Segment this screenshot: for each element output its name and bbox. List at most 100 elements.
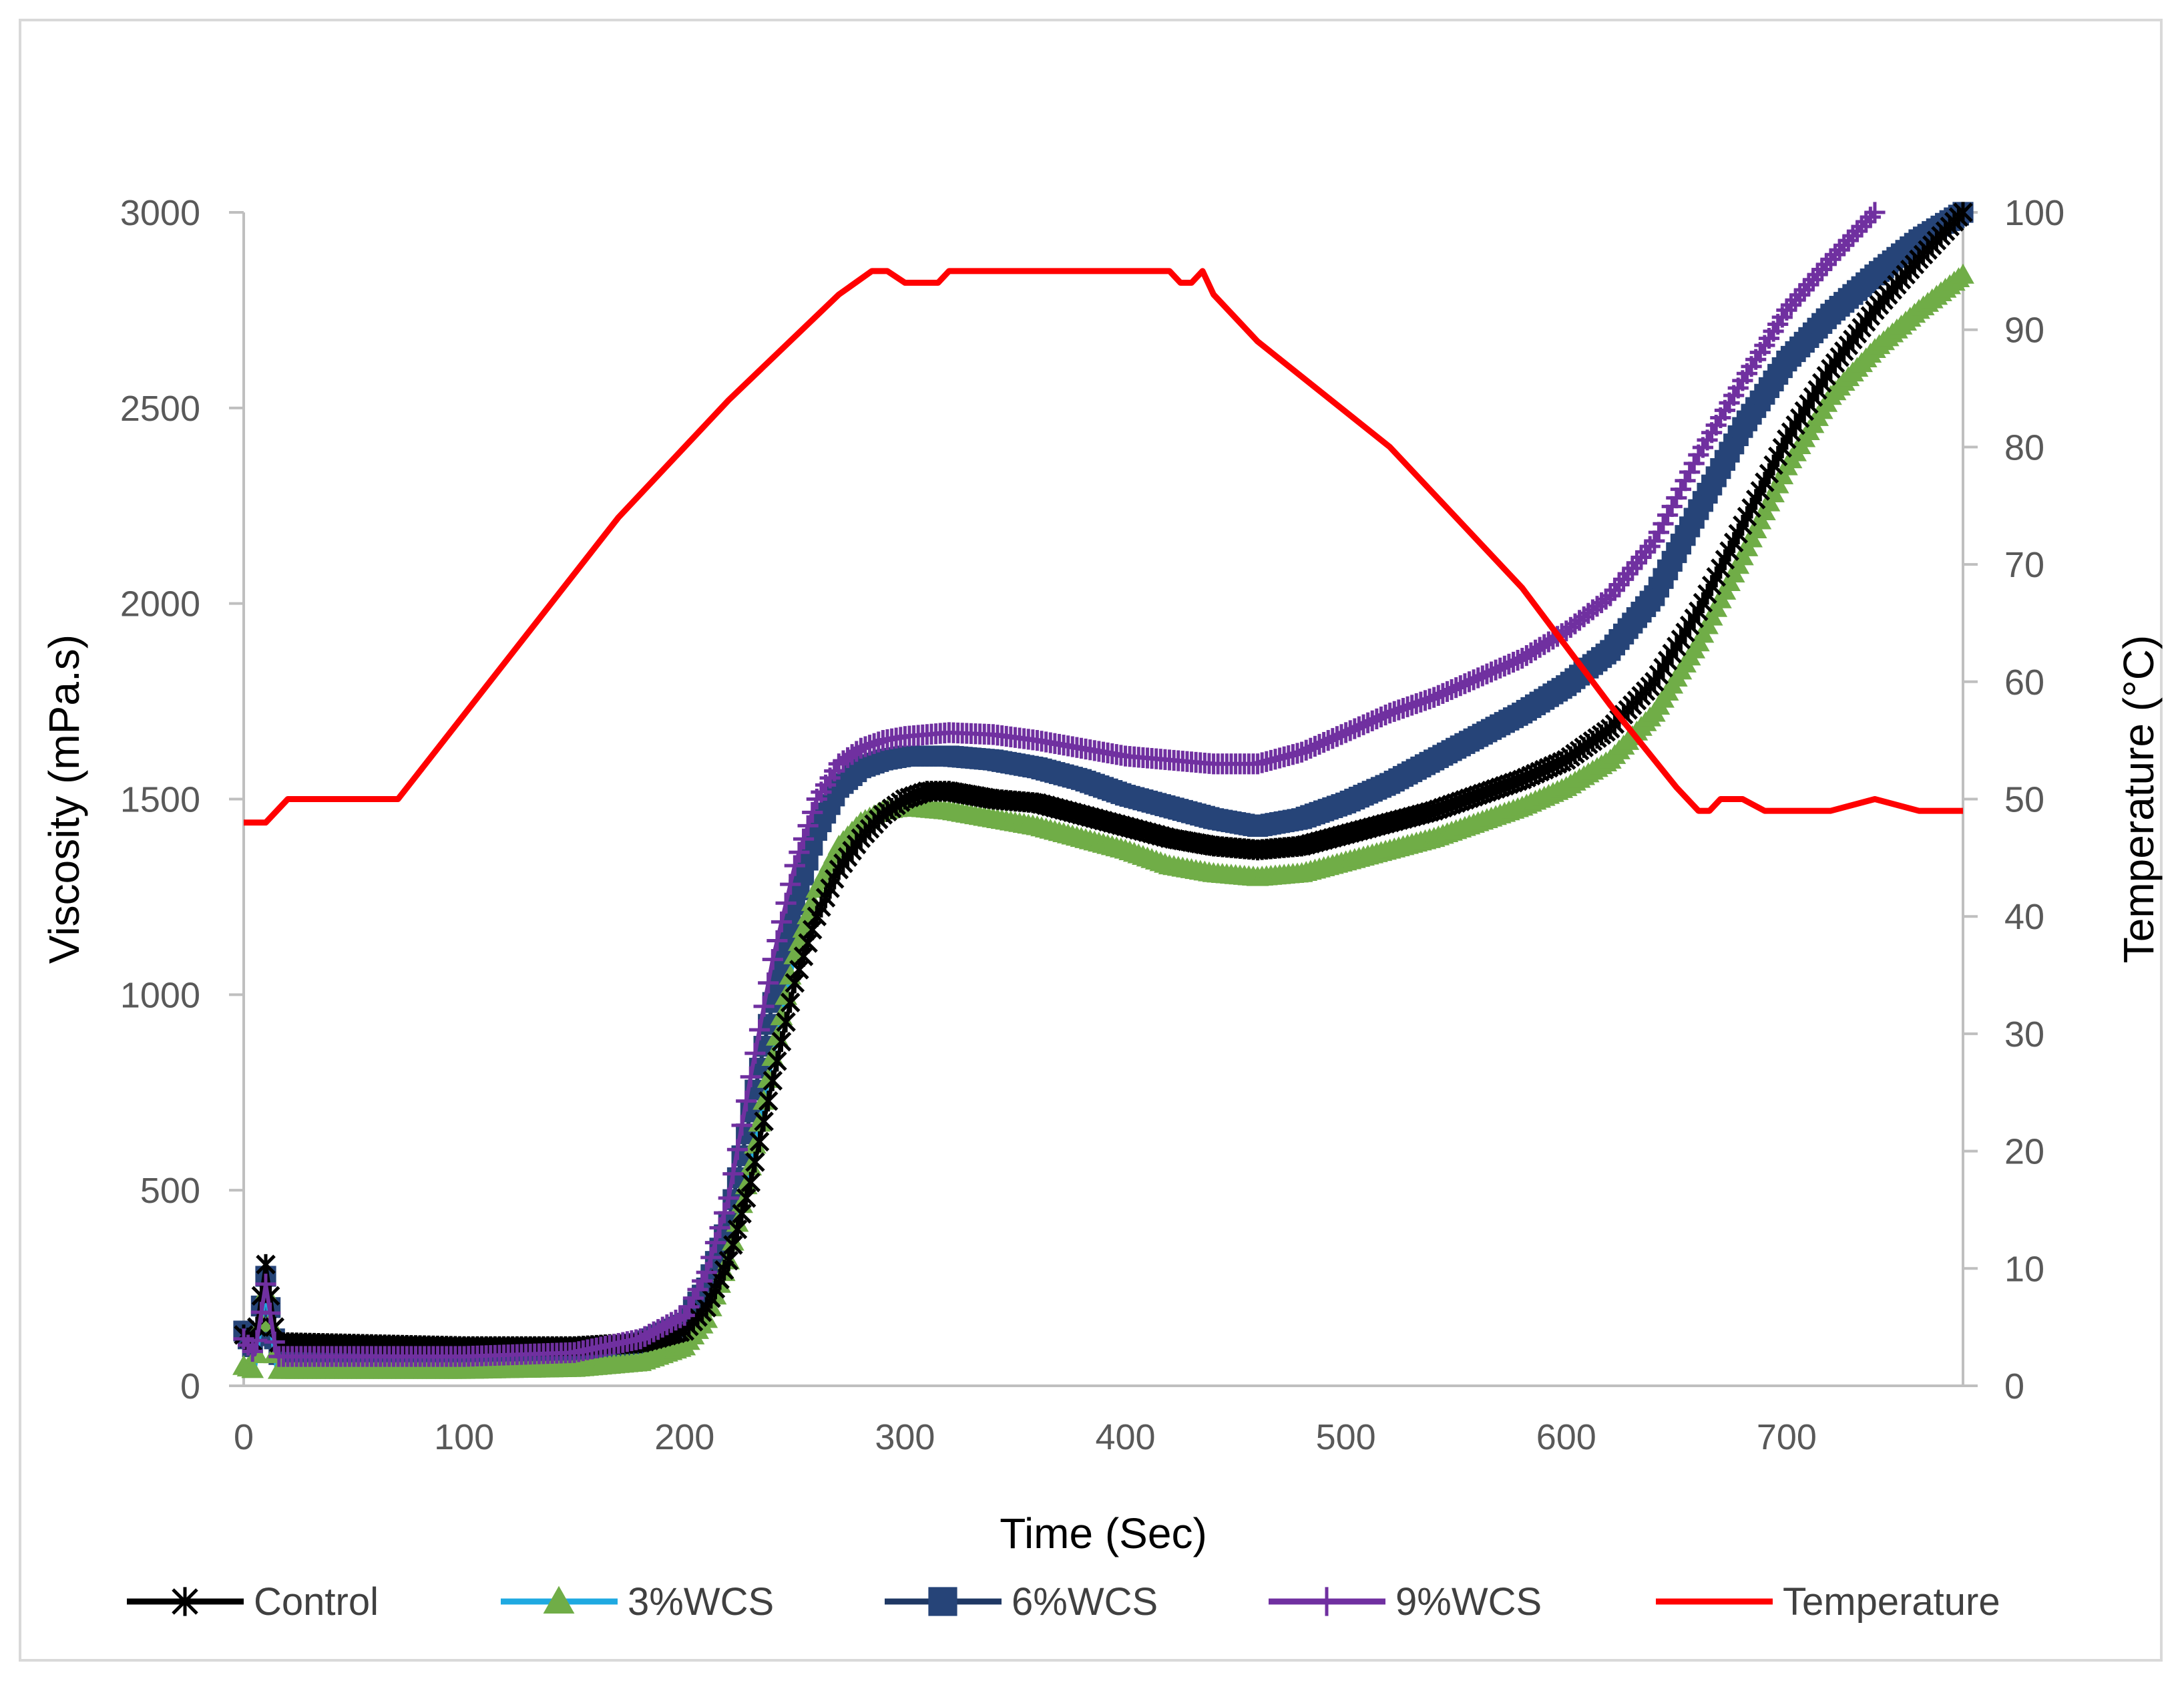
y-tick-label: 2000: [120, 584, 200, 624]
9wcs-marker: [762, 949, 783, 970]
9wcs-marker: [1317, 730, 1339, 751]
9wcs-marker: [242, 1340, 263, 1362]
9wcs-marker: [1855, 211, 1877, 232]
control-marker: [762, 1070, 783, 1091]
9wcs-marker: [784, 855, 805, 876]
9wcs-marker: [726, 1139, 748, 1160]
9wcs-marker: [1595, 588, 1616, 610]
y2-tick-label: 50: [2004, 780, 2044, 820]
y2-tick-label: 80: [2004, 427, 2044, 467]
9wcs-marker: [700, 1247, 722, 1268]
9wcs-marker: [1446, 677, 1467, 699]
9wcs-marker: [1309, 733, 1330, 755]
9wcs-marker: [1312, 1587, 1341, 1616]
9wcs-marker: [1361, 710, 1383, 731]
9wcs-marker: [753, 996, 775, 1017]
9wcs-marker: [1291, 741, 1313, 763]
9wcs-marker: [1326, 726, 1348, 747]
9wcs-marker: [1344, 718, 1365, 739]
9wcs-marker: [1842, 225, 1864, 246]
9wcs-marker: [1353, 714, 1374, 735]
9wcs-marker: [1357, 712, 1379, 733]
legend-item-6wcs: 6%WCS: [885, 1580, 1158, 1624]
y2-tick-label: 0: [2004, 1366, 2024, 1407]
9wcs-marker: [1498, 653, 1520, 675]
9wcs-marker: [1450, 675, 1471, 697]
control-marker: [256, 1254, 276, 1276]
9wcs-marker: [1335, 722, 1357, 743]
control-marker: [754, 1111, 774, 1132]
y2-tick-label: 90: [2004, 311, 2044, 351]
9wcs-marker: [652, 1316, 673, 1338]
control-marker: [767, 1051, 787, 1072]
9wcs-marker: [1313, 731, 1335, 753]
x-tick-label: 500: [1316, 1417, 1376, 1457]
y-tick-label: 500: [140, 1171, 200, 1211]
9wcs-marker: [793, 828, 815, 850]
legend-label: Temperature: [1783, 1580, 2000, 1624]
9wcs-marker: [714, 1202, 735, 1224]
9wcs-marker: [1304, 735, 1326, 757]
9wcs-marker: [648, 1319, 669, 1340]
y-tick-label: 1500: [120, 780, 200, 820]
9wcs-marker: [1811, 258, 1833, 280]
9wcs-marker: [704, 1232, 726, 1254]
y-tick-label: 1000: [120, 975, 200, 1015]
3wcs-marker: [543, 1585, 575, 1614]
y2-tick-label: 10: [2004, 1249, 2044, 1289]
control-marker: [740, 1171, 761, 1193]
9wcs-marker: [264, 1331, 285, 1353]
control-marker: [776, 1011, 796, 1033]
legend: Control 3%WCS 6%WCS 9%WCS Temperature: [127, 1580, 2000, 1624]
series-layer: [232, 202, 1974, 1379]
control-marker: [172, 1587, 198, 1616]
3wcs-marker: [1952, 263, 1974, 284]
9wcs-marker: [246, 1330, 268, 1351]
9wcs-marker: [758, 972, 779, 994]
9wcs-marker: [1432, 683, 1454, 704]
9wcs-marker: [1846, 220, 1868, 242]
control-marker: [771, 1031, 792, 1053]
y2-tick-label: 30: [2004, 1014, 2044, 1055]
9wcs-marker: [630, 1328, 651, 1350]
9wcs-marker: [1468, 667, 1489, 689]
9wcs-marker: [670, 1307, 691, 1328]
y-tick-label: 3000: [120, 193, 200, 233]
x-axis-title: Time (Sec): [1000, 1509, 1207, 1557]
x-tick-label: 100: [434, 1417, 494, 1457]
9wcs-marker: [1860, 206, 1881, 228]
legend-item-9wcs: 9%WCS: [1269, 1580, 1542, 1624]
9wcs-marker: [1424, 687, 1445, 708]
9wcs-marker: [634, 1326, 656, 1347]
y2-tick-labels: 0 10 20 30 40 50 60 70 80 90 100: [1963, 193, 2064, 1407]
9wcs-marker: [1428, 685, 1449, 706]
x-tick-label: 200: [654, 1417, 714, 1457]
9wcs-marker: [744, 1043, 766, 1064]
9wcs-marker: [797, 815, 819, 836]
9wcs-marker: [1463, 669, 1484, 691]
9wcs-marker: [1802, 269, 1824, 291]
9wcs-marker: [1820, 248, 1841, 270]
series-6wcs: [233, 202, 1974, 1366]
6wcs-marker: [928, 1587, 957, 1616]
series-markers-9wcs: [233, 202, 1886, 1367]
legend-item-temperature: Temperature: [1656, 1580, 2000, 1624]
9wcs-marker: [718, 1187, 739, 1209]
9wcs-marker: [775, 892, 797, 914]
9wcs-marker: [1864, 202, 1886, 223]
control-marker: [1953, 202, 1973, 223]
9wcs-marker: [1331, 724, 1352, 745]
9wcs-marker: [638, 1324, 660, 1345]
9wcs-marker: [1502, 651, 1524, 673]
9wcs-marker: [1472, 665, 1493, 687]
control-marker: [749, 1131, 770, 1153]
control-marker: [745, 1151, 765, 1173]
9wcs-marker: [1807, 264, 1828, 285]
9wcs-marker: [1454, 673, 1476, 695]
9wcs-marker: [767, 930, 788, 952]
9wcs-marker: [722, 1163, 744, 1185]
9wcs-marker: [1436, 681, 1458, 703]
x-tick-label: 400: [1095, 1417, 1155, 1457]
9wcs-marker: [1375, 704, 1396, 726]
